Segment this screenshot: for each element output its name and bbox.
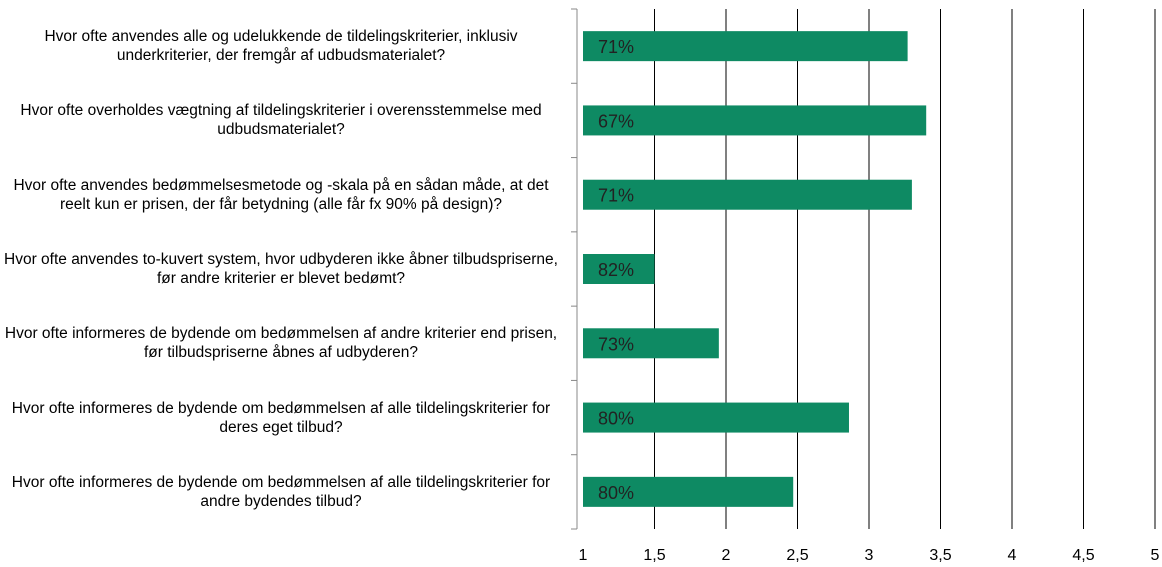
x-tick-label: 4 <box>1008 547 1017 564</box>
bar-annotation: 80% <box>598 409 634 429</box>
category-label: Hvor ofte anvendes to-kuvert system, hvo… <box>4 251 558 287</box>
bar-annotation: 80% <box>598 483 634 503</box>
x-tick-label: 1,5 <box>643 547 665 564</box>
x-tick-label: 5 <box>1151 547 1160 564</box>
category-label: Hvor ofte overholdes vægtning af tildeli… <box>20 102 542 139</box>
category-label: Hvor ofte anvendes alle og udelukkende d… <box>44 28 518 65</box>
x-tick-label: 3 <box>865 547 874 564</box>
x-tick-label: 2 <box>722 547 731 564</box>
x-tick-label: 3,5 <box>929 547 951 564</box>
category-label: Hvor ofte anvendes bedømmelsesmetode og … <box>13 176 549 213</box>
category-label: Hvor ofte informeres de bydende om bedøm… <box>11 473 551 510</box>
x-tick-label: 1 <box>579 547 588 564</box>
bar <box>583 254 655 284</box>
bar <box>583 179 912 210</box>
bar-annotation: 71% <box>598 37 634 57</box>
category-label: Hvor ofte informeres de bydende om bedøm… <box>11 399 551 436</box>
bar <box>583 105 927 136</box>
bar <box>583 476 794 507</box>
bar-annotation: 67% <box>598 111 634 131</box>
bar <box>583 402 849 433</box>
bar <box>583 328 719 359</box>
bar-annotation: 71% <box>598 186 634 206</box>
bar-annotation: 82% <box>598 260 634 280</box>
category-label: Hvor ofte informeres de bydende om bedøm… <box>4 325 558 362</box>
x-tick-label: 2,5 <box>786 547 808 564</box>
bar-annotation: 73% <box>598 334 634 354</box>
bar <box>583 31 908 62</box>
x-tick-label: 4,5 <box>1072 547 1094 564</box>
